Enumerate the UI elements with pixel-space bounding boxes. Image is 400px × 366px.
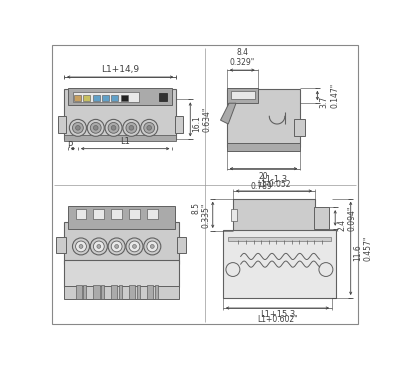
Circle shape bbox=[93, 126, 98, 130]
Circle shape bbox=[129, 126, 134, 130]
Circle shape bbox=[76, 241, 86, 252]
Bar bbox=[111, 95, 118, 101]
Circle shape bbox=[76, 126, 80, 130]
Circle shape bbox=[150, 244, 154, 249]
Circle shape bbox=[90, 123, 101, 133]
Circle shape bbox=[108, 238, 125, 255]
Bar bbox=[76, 285, 82, 299]
Circle shape bbox=[79, 244, 83, 249]
Circle shape bbox=[93, 241, 104, 252]
Circle shape bbox=[105, 119, 122, 136]
Bar bbox=[147, 209, 158, 220]
Bar bbox=[228, 237, 330, 241]
Bar bbox=[175, 116, 182, 133]
Bar bbox=[111, 209, 122, 220]
Bar bbox=[119, 285, 122, 299]
Text: 20
0.789": 20 0.789" bbox=[251, 172, 276, 191]
Bar bbox=[64, 260, 179, 287]
Bar bbox=[227, 88, 258, 103]
Text: L1-1.3: L1-1.3 bbox=[261, 175, 287, 184]
Bar bbox=[73, 93, 139, 102]
Bar bbox=[159, 93, 167, 101]
Bar bbox=[64, 89, 176, 139]
Text: 2.4
0.094": 2.4 0.094" bbox=[338, 205, 357, 231]
Bar bbox=[177, 237, 186, 253]
Bar bbox=[223, 230, 336, 298]
Circle shape bbox=[108, 123, 119, 133]
Bar bbox=[147, 285, 153, 299]
Bar bbox=[74, 95, 81, 101]
Bar bbox=[101, 285, 104, 299]
Circle shape bbox=[132, 244, 136, 249]
Circle shape bbox=[319, 262, 333, 276]
Bar bbox=[93, 95, 100, 101]
Bar bbox=[129, 209, 140, 220]
Bar bbox=[230, 209, 237, 221]
Circle shape bbox=[115, 244, 118, 249]
Circle shape bbox=[111, 241, 122, 252]
Circle shape bbox=[126, 123, 137, 133]
Bar bbox=[120, 95, 128, 101]
Text: 8.4
0.329": 8.4 0.329" bbox=[230, 48, 255, 67]
Bar bbox=[64, 287, 179, 299]
Text: L1: L1 bbox=[120, 137, 130, 146]
Circle shape bbox=[147, 241, 158, 252]
Circle shape bbox=[144, 123, 155, 133]
Text: P: P bbox=[67, 141, 72, 150]
Circle shape bbox=[72, 238, 90, 255]
Bar bbox=[76, 209, 86, 220]
Bar bbox=[68, 88, 172, 105]
Bar bbox=[137, 285, 140, 299]
Bar bbox=[129, 285, 135, 299]
Circle shape bbox=[69, 119, 86, 136]
Bar bbox=[58, 116, 66, 133]
Circle shape bbox=[111, 126, 116, 130]
Circle shape bbox=[87, 119, 104, 136]
Circle shape bbox=[141, 119, 158, 136]
Bar bbox=[94, 209, 104, 220]
Bar bbox=[230, 91, 255, 98]
Text: 3.7
0.147": 3.7 0.147" bbox=[320, 83, 339, 108]
Circle shape bbox=[129, 241, 140, 252]
Bar bbox=[233, 199, 315, 231]
Text: L1+0.602": L1+0.602" bbox=[257, 315, 298, 324]
Bar bbox=[155, 285, 158, 299]
Bar bbox=[64, 135, 176, 141]
Bar bbox=[227, 89, 300, 147]
Bar bbox=[83, 285, 86, 299]
Circle shape bbox=[144, 238, 161, 255]
Text: 11.6
0.457": 11.6 0.457" bbox=[353, 236, 372, 261]
Circle shape bbox=[90, 238, 107, 255]
Bar bbox=[227, 143, 300, 151]
Bar bbox=[68, 206, 175, 229]
Bar bbox=[314, 207, 329, 229]
Bar bbox=[294, 119, 305, 135]
Circle shape bbox=[97, 244, 101, 249]
Circle shape bbox=[72, 123, 83, 133]
Text: L1-0.052: L1-0.052 bbox=[257, 180, 291, 189]
Bar bbox=[102, 95, 109, 101]
Text: 16.1
0.634": 16.1 0.634" bbox=[193, 107, 212, 132]
Text: L1+14,9: L1+14,9 bbox=[101, 65, 139, 74]
Text: L1+15.3: L1+15.3 bbox=[260, 310, 295, 320]
Circle shape bbox=[123, 119, 140, 136]
Bar bbox=[64, 222, 179, 264]
Bar bbox=[83, 95, 90, 101]
Circle shape bbox=[226, 262, 240, 276]
Bar bbox=[111, 285, 118, 299]
Circle shape bbox=[147, 126, 152, 130]
Circle shape bbox=[126, 238, 143, 255]
Text: 8.5
0.335": 8.5 0.335" bbox=[191, 202, 210, 228]
Bar bbox=[94, 285, 100, 299]
Polygon shape bbox=[220, 103, 236, 124]
Bar bbox=[56, 237, 66, 253]
